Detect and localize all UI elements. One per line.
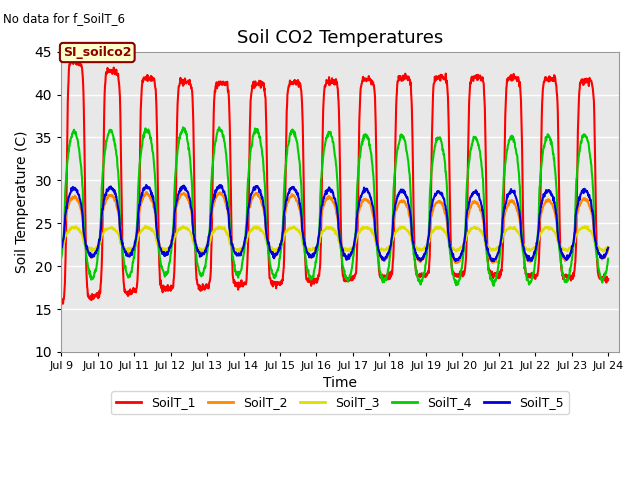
- SoilT_3: [301, 244, 308, 250]
- Line: SoilT_4: SoilT_4: [61, 127, 608, 286]
- SoilT_2: [311, 249, 319, 254]
- X-axis label: Time: Time: [323, 376, 357, 390]
- SoilT_3: [58, 243, 65, 249]
- SoilT_4: [58, 255, 65, 261]
- SoilT_2: [122, 250, 130, 255]
- SoilT_1: [123, 289, 131, 295]
- SoilT_2: [301, 243, 308, 249]
- SoilT_1: [311, 278, 319, 284]
- SoilT_2: [142, 189, 150, 195]
- SoilT_4: [311, 265, 319, 271]
- SoilT_1: [301, 258, 309, 264]
- SoilT_3: [369, 231, 377, 237]
- SoilT_1: [58, 299, 65, 304]
- SoilT_2: [452, 260, 460, 266]
- SoilT_5: [142, 182, 150, 188]
- SoilT_4: [301, 250, 308, 256]
- Y-axis label: Soil Temperature (C): Soil Temperature (C): [15, 131, 29, 273]
- SoilT_3: [100, 230, 108, 236]
- Text: No data for f_SoilT_6: No data for f_SoilT_6: [3, 12, 125, 25]
- SoilT_5: [311, 251, 319, 256]
- SoilT_1: [369, 80, 377, 85]
- Line: SoilT_2: SoilT_2: [61, 192, 608, 263]
- SoilT_3: [311, 245, 319, 251]
- SoilT_2: [100, 206, 108, 212]
- SoilT_5: [100, 202, 108, 207]
- Text: SI_soilco2: SI_soilco2: [63, 46, 132, 59]
- SoilT_2: [290, 192, 298, 198]
- SoilT_4: [100, 160, 108, 166]
- SoilT_5: [58, 243, 65, 249]
- SoilT_4: [604, 256, 612, 262]
- SoilT_2: [604, 247, 612, 252]
- Line: SoilT_1: SoilT_1: [61, 58, 608, 304]
- SoilT_3: [604, 244, 612, 250]
- SoilT_3: [122, 246, 130, 252]
- Line: SoilT_5: SoilT_5: [61, 185, 608, 261]
- SoilT_2: [369, 213, 377, 218]
- SoilT_1: [100, 106, 108, 111]
- SoilT_5: [369, 204, 377, 209]
- Title: Soil CO2 Temperatures: Soil CO2 Temperatures: [237, 29, 444, 48]
- SoilT_5: [604, 245, 612, 251]
- SoilT_4: [369, 168, 377, 174]
- SoilT_2: [58, 246, 65, 252]
- SoilT_5: [290, 184, 298, 190]
- SoilT_3: [305, 249, 313, 254]
- SoilT_5: [122, 249, 130, 254]
- SoilT_1: [68, 55, 76, 61]
- SoilT_3: [290, 224, 298, 229]
- SoilT_1: [604, 276, 612, 282]
- Legend: SoilT_1, SoilT_2, SoilT_3, SoilT_4, SoilT_5: SoilT_1, SoilT_2, SoilT_3, SoilT_4, Soil…: [111, 391, 569, 414]
- SoilT_4: [216, 124, 223, 130]
- SoilT_3: [141, 223, 149, 229]
- SoilT_4: [290, 129, 298, 135]
- SoilT_5: [452, 258, 460, 264]
- Line: SoilT_3: SoilT_3: [61, 226, 608, 252]
- SoilT_1: [59, 301, 67, 307]
- SoilT_5: [301, 240, 308, 246]
- SoilT_4: [490, 283, 497, 289]
- SoilT_1: [290, 78, 298, 84]
- SoilT_4: [122, 267, 130, 273]
